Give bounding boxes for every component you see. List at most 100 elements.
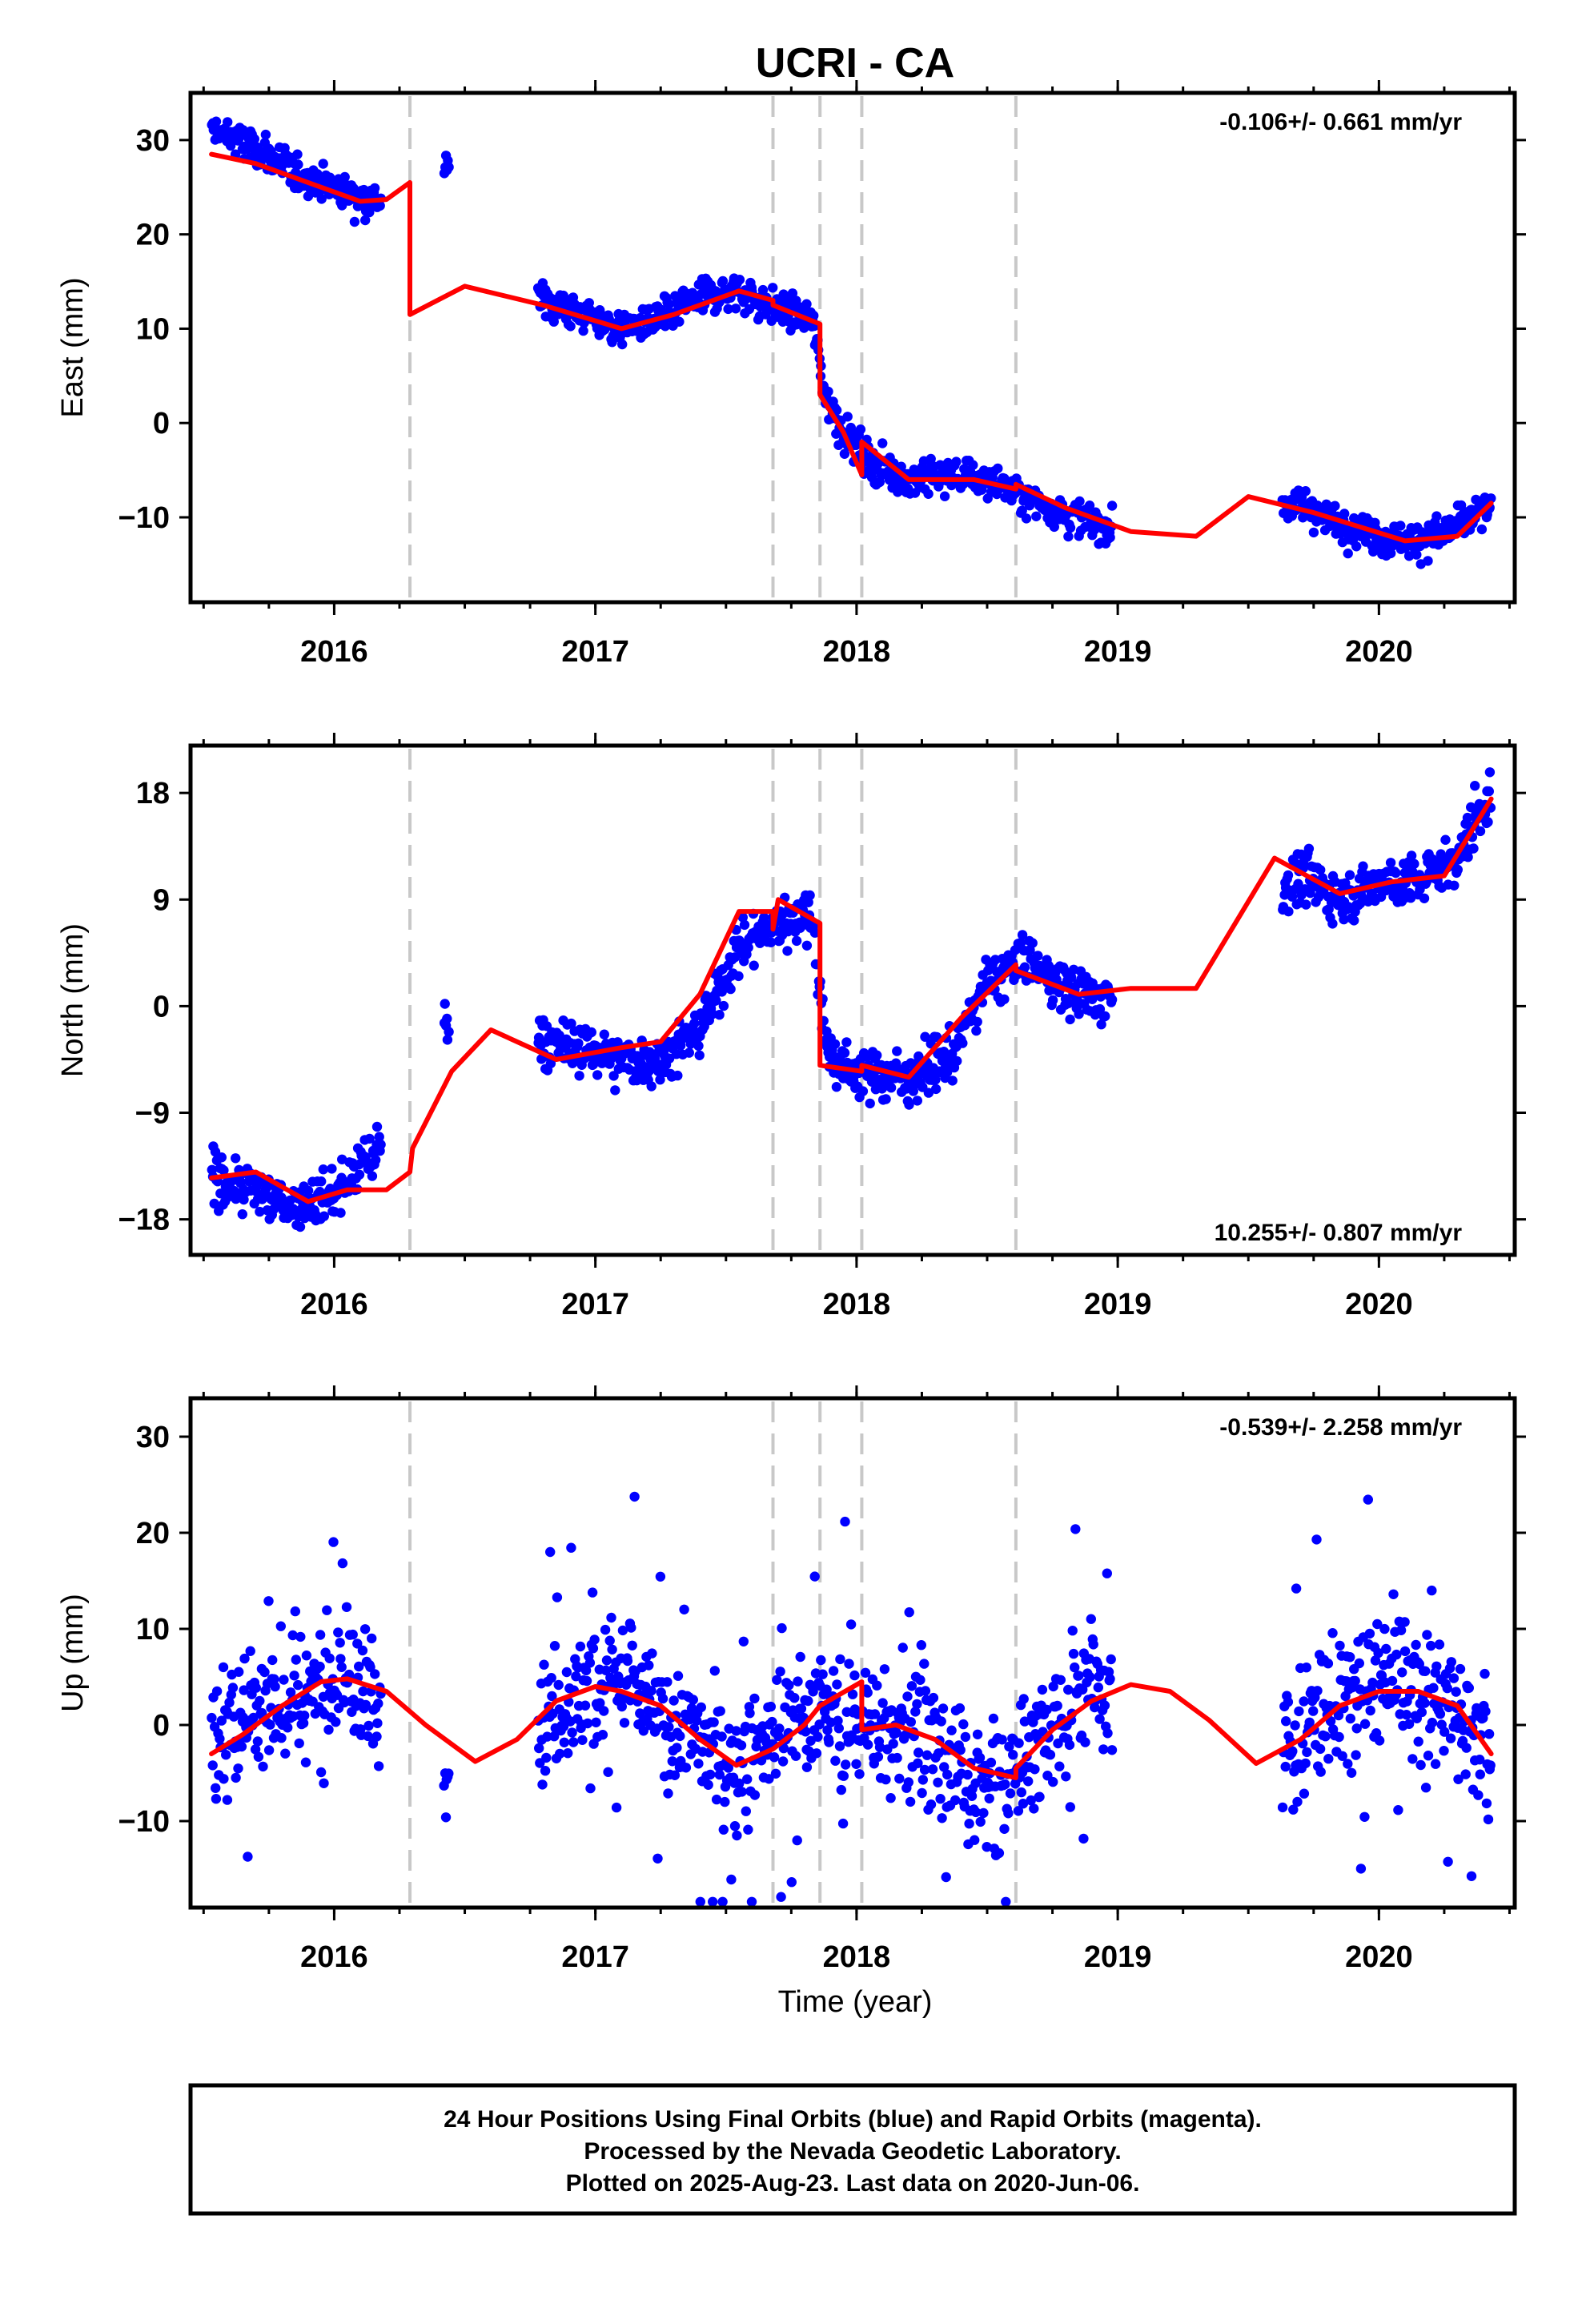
data-point (1442, 1683, 1453, 1694)
data-point (534, 1743, 544, 1754)
data-point (303, 191, 314, 202)
data-point (708, 1896, 718, 1907)
data-point (1473, 1790, 1484, 1800)
data-point (1374, 1735, 1385, 1746)
data-point (267, 1655, 278, 1666)
data-point (1445, 1733, 1456, 1743)
data-point (255, 1206, 265, 1217)
data-point (1463, 852, 1473, 862)
data-point (1093, 1682, 1104, 1693)
data-point (919, 1764, 930, 1775)
data-point (769, 1752, 780, 1763)
data-point (923, 489, 934, 499)
panel-frame (188, 743, 1517, 1257)
data-point (933, 1777, 943, 1787)
data-point (1283, 907, 1294, 917)
data-point (723, 304, 733, 315)
data-point (573, 1038, 584, 1049)
data-point (375, 200, 385, 211)
data-point (663, 1788, 673, 1799)
data-point (561, 1667, 572, 1678)
data-point (894, 1773, 905, 1784)
data-point (1287, 1746, 1298, 1756)
data-point (647, 1648, 657, 1659)
data-point (718, 1000, 729, 1011)
data-point (801, 1727, 811, 1737)
data-point (592, 1070, 603, 1080)
data-point (1397, 1667, 1407, 1678)
data-point (993, 463, 1003, 474)
data-point (584, 1658, 596, 1668)
data-point (1428, 1683, 1439, 1693)
data-point (619, 1718, 630, 1728)
data-point (1333, 1710, 1344, 1721)
data-point (1055, 1675, 1066, 1685)
data-point (279, 1675, 289, 1685)
x-tick-label: 2019 (1084, 1288, 1152, 1321)
data-point (1464, 1683, 1475, 1693)
data-point (253, 1751, 264, 1762)
data-point (689, 1018, 700, 1029)
data-point (1294, 1706, 1304, 1717)
data-point (275, 1621, 286, 1631)
data-point (1094, 1714, 1105, 1724)
data-point (211, 1686, 223, 1697)
data-point (1067, 1626, 1078, 1636)
data-point (580, 1700, 591, 1711)
data-point (824, 1737, 834, 1747)
data-point (913, 1051, 924, 1062)
data-point (255, 1695, 265, 1707)
data-point (873, 1751, 884, 1762)
y-tick-label: 18 (136, 777, 170, 810)
data-point (877, 1698, 888, 1708)
data-point (831, 1082, 842, 1092)
data-point (776, 1892, 786, 1902)
data-point (234, 1667, 244, 1677)
data-point (1439, 1727, 1450, 1737)
data-point (540, 1766, 551, 1776)
data-point (984, 1793, 994, 1803)
data-point (333, 1627, 343, 1638)
y-axis-label: North (mm) (56, 923, 90, 1077)
data-point (1475, 1769, 1486, 1779)
data-point (616, 1701, 627, 1712)
data-point (289, 1671, 299, 1681)
data-point (227, 1683, 239, 1693)
data-point (1308, 1706, 1319, 1716)
data-point (1070, 1524, 1081, 1534)
y-tick-label: −9 (135, 1097, 170, 1131)
data-point (833, 1723, 845, 1734)
y-tick-label: −18 (118, 1204, 170, 1237)
data-point (646, 1686, 656, 1696)
data-point (1381, 1643, 1391, 1655)
data-point (972, 1729, 983, 1739)
data-point (717, 1896, 728, 1907)
data-point (865, 1098, 875, 1109)
data-point (681, 1763, 692, 1773)
data-point (891, 1727, 901, 1738)
data-point (347, 1629, 358, 1640)
data-point (694, 1050, 705, 1061)
data-point (249, 134, 259, 144)
data-point (363, 1731, 373, 1742)
data-point (293, 1679, 303, 1691)
data-point (591, 1717, 601, 1727)
data-point (970, 1835, 980, 1845)
data-point (605, 1054, 616, 1064)
data-point (1403, 551, 1415, 561)
data-point (223, 117, 233, 127)
data-point (610, 1085, 620, 1096)
data-point (1283, 870, 1294, 881)
data-point (565, 321, 576, 332)
data-point (612, 1037, 623, 1047)
data-point (917, 1775, 929, 1785)
data-point (796, 1703, 807, 1714)
data-point (1434, 1639, 1445, 1650)
data-point (1017, 930, 1028, 940)
chart-title: UCRI - CA (756, 40, 954, 86)
data-point (1443, 1856, 1453, 1867)
data-point (581, 1675, 592, 1687)
data-point (1019, 962, 1030, 972)
data-point (714, 1010, 725, 1020)
data-point (324, 1653, 335, 1663)
